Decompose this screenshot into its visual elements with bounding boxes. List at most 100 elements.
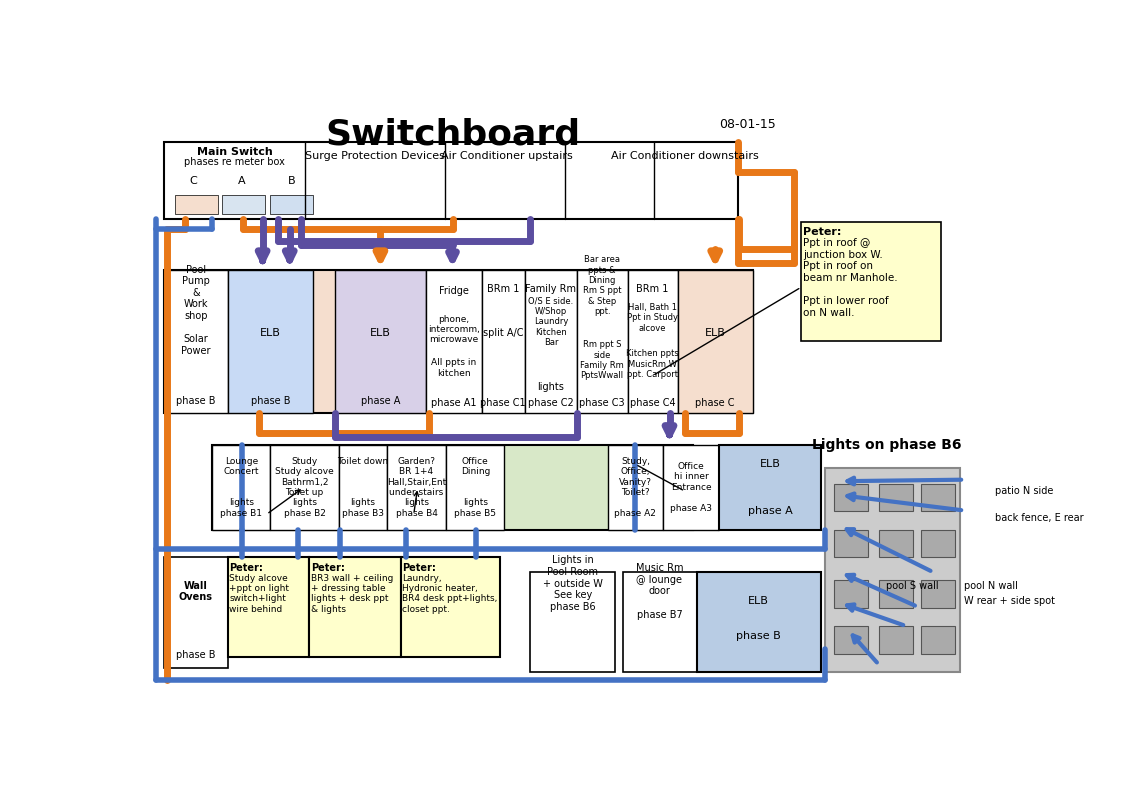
Bar (482, 271, 524, 413)
Bar (833, 484, 868, 511)
Bar (921, 529, 955, 558)
Text: Peter:: Peter: (311, 563, 344, 573)
Bar (228, 271, 314, 413)
Bar (164, 271, 228, 413)
Bar (921, 580, 955, 608)
Bar (530, 572, 616, 672)
Text: phone,
intercomm,
microwave: phone, intercomm, microwave (429, 315, 480, 345)
Text: back fence, E rear: back fence, E rear (995, 513, 1084, 523)
Text: All ppts in
kitchen: All ppts in kitchen (431, 358, 477, 378)
Bar (879, 626, 913, 654)
Bar (577, 271, 628, 413)
Bar (697, 572, 821, 672)
Bar (921, 626, 955, 654)
Text: lights: lights (537, 383, 564, 392)
Bar (164, 271, 754, 413)
Text: Peter:: Peter: (803, 227, 841, 237)
Text: pool N wall: pool N wall (964, 581, 1018, 591)
Bar (270, 445, 339, 529)
Text: W rear + side spot: W rear + side spot (964, 596, 1054, 606)
Text: Hall, Bath 1
Ppt in Study
alcove: Hall, Bath 1 Ppt in Study alcove (627, 303, 678, 333)
Text: phase C: phase C (695, 398, 735, 408)
Text: A: A (238, 176, 245, 186)
Bar (176, 195, 218, 214)
Text: pool S wall: pool S wall (887, 581, 939, 591)
Text: ELB: ELB (705, 328, 726, 338)
Bar (222, 195, 264, 214)
Bar (833, 626, 868, 654)
Text: Air Conditioner downstairs: Air Conditioner downstairs (611, 151, 759, 161)
Text: Study alcove
+ppt on light
switch+light
wire behind: Study alcove +ppt on light switch+light … (229, 574, 290, 614)
Text: ELB



phase A: ELB phase A (748, 459, 792, 515)
Bar (879, 484, 913, 511)
Text: Toilet down



lights
phase B3: Toilet down lights phase B3 (337, 457, 388, 518)
Text: Office
hi inner
Entrance

phase A3: Office hi inner Entrance phase A3 (670, 462, 712, 513)
Text: phases re meter box: phases re meter box (185, 158, 285, 167)
Text: Fridge: Fridge (439, 286, 469, 296)
Text: BRm 1: BRm 1 (487, 284, 519, 294)
Text: phase C4: phase C4 (629, 398, 675, 408)
Text: Family Rm: Family Rm (526, 284, 577, 294)
Bar (164, 143, 738, 219)
Bar (801, 222, 940, 341)
Text: Lights in
Pool Room
+ outside W
See key
phase B6: Lights in Pool Room + outside W See key … (543, 555, 603, 611)
Bar (879, 529, 913, 558)
Text: Study,
Office,
Vanity?
Toilet?

phase A2: Study, Office, Vanity? Toilet? phase A2 (614, 457, 657, 518)
Text: Wall
Ovens: Wall Ovens (179, 581, 213, 602)
Bar (270, 195, 314, 214)
Bar (335, 271, 426, 413)
Text: Kitchen ppts
MusicRm W
ppt. Carport: Kitchen ppts MusicRm W ppt. Carport (626, 350, 678, 379)
Text: Study
Study alcove
Bathrm1,2
Toilet up
lights
phase B2: Study Study alcove Bathrm1,2 Toilet up l… (275, 457, 334, 518)
Bar (339, 445, 386, 529)
Text: BR3 wall + ceiling
+ dressing table
lights + desk ppt
& lights: BR3 wall + ceiling + dressing table ligh… (311, 574, 393, 614)
Text: Switchboard: Switchboard (325, 118, 580, 151)
Text: phase C2: phase C2 (528, 398, 573, 408)
Text: Garden?
BR 1+4
Hall,Stair,Ent
under stairs
lights
phase B4: Garden? BR 1+4 Hall,Stair,Ent under stai… (386, 457, 446, 518)
Text: phase C3: phase C3 (579, 398, 625, 408)
Bar (719, 445, 822, 529)
Bar (622, 572, 697, 672)
Text: Surge Protection Devices: Surge Protection Devices (306, 151, 445, 161)
Text: patio N side: patio N side (995, 486, 1053, 496)
Text: Lounge
Concert


lights
phase B1: Lounge Concert lights phase B1 (220, 457, 262, 518)
Text: Rm ppt S
side
Family Rm
PptsWwall: Rm ppt S side Family Rm PptsWwall (580, 340, 624, 380)
Text: ELB


phase B: ELB phase B (736, 596, 781, 641)
Bar (446, 445, 504, 529)
Bar (212, 445, 270, 529)
Text: phase B: phase B (177, 396, 215, 406)
Bar (228, 557, 309, 656)
Text: phase B: phase B (251, 396, 290, 406)
Bar (833, 580, 868, 608)
Bar (400, 557, 499, 656)
Bar (921, 484, 955, 511)
Text: Air Conditioner upstairs: Air Conditioner upstairs (441, 151, 572, 161)
Text: O/S E side.
W/Shop
Laundry
Kitchen
Bar: O/S E side. W/Shop Laundry Kitchen Bar (528, 297, 573, 347)
Bar (879, 580, 913, 608)
Text: Ppt in roof @
junction box W.
Ppt in roof on
beam nr Manhole.

Ppt in lower roof: Ppt in roof @ junction box W. Ppt in roo… (803, 238, 897, 317)
Text: Pool
Pump
&
Work
shop

Solar
Power: Pool Pump & Work shop Solar Power (181, 264, 211, 356)
Text: B: B (287, 176, 295, 186)
Text: ELB: ELB (260, 328, 280, 338)
Bar (608, 445, 663, 529)
Bar (309, 557, 400, 656)
Text: Lights on phase B6: Lights on phase B6 (812, 438, 961, 452)
Text: phase C1: phase C1 (480, 398, 526, 408)
Text: phase A1: phase A1 (431, 398, 477, 408)
Bar (386, 445, 446, 529)
Bar (663, 445, 719, 529)
Text: Office
Dining


lights
phase B5: Office Dining lights phase B5 (455, 457, 496, 518)
Bar (524, 271, 577, 413)
Bar (628, 271, 678, 413)
Text: Main Switch: Main Switch (197, 147, 272, 157)
Text: Peter:: Peter: (402, 563, 435, 573)
Bar (824, 468, 960, 672)
Text: 08-01-15: 08-01-15 (718, 118, 775, 131)
Bar (164, 557, 228, 668)
Text: Laundry,
Hydronic heater,
BR4 desk ppt+lights,
closet ppt.: Laundry, Hydronic heater, BR4 desk ppt+l… (402, 574, 497, 614)
Text: ELB: ELB (370, 328, 391, 338)
Text: phase B: phase B (177, 650, 215, 660)
Bar (833, 529, 868, 558)
Bar (426, 271, 482, 413)
Bar (678, 271, 754, 413)
Bar (212, 445, 693, 529)
